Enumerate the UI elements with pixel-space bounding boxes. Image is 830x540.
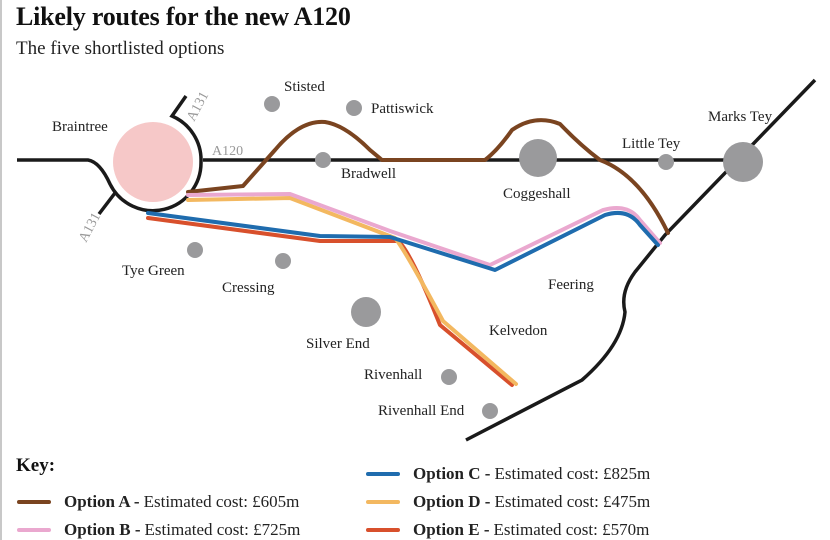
- route-option-a: [186, 118, 670, 235]
- little-tey-dot: [658, 154, 674, 170]
- rivenhall-end-dot: [482, 403, 498, 419]
- page-title: Likely routes for the new A120: [16, 2, 351, 31]
- marks-tey-dot: [723, 142, 763, 182]
- key-item-option-e: Option E - Estimated cost: £570m: [366, 520, 649, 540]
- a131-north-label: A131: [184, 89, 212, 124]
- key-option-name: Option A -: [64, 492, 140, 511]
- braintree-label: Braintree: [52, 119, 108, 135]
- option-b-swatch: [17, 528, 51, 532]
- route-map: A120 A131 A131 Braintree Stisted Pattisw…: [17, 78, 817, 442]
- subtitle: The five shortlisted options: [16, 38, 225, 59]
- a12-road: [465, 78, 817, 442]
- key-item-option-a: Option A - Estimated cost: £605m: [17, 492, 299, 512]
- option-c-swatch: [366, 472, 400, 476]
- braintree-area: [113, 122, 193, 202]
- route-option-c: [146, 211, 660, 272]
- stisted-label: Stisted: [284, 79, 325, 95]
- key-option-desc: Estimated cost: £725m: [144, 520, 301, 539]
- kelvedon-label: Kelvedon: [489, 323, 548, 339]
- option-e-swatch: [366, 528, 400, 532]
- cressing-dot: [275, 253, 291, 269]
- key-item-option-b: Option B - Estimated cost: £725m: [17, 520, 300, 540]
- pattiswick-label: Pattiswick: [371, 101, 434, 117]
- key-option-name: Option C -: [413, 464, 491, 483]
- key-title: Key:: [16, 455, 56, 476]
- coggeshall-dot: [519, 139, 557, 177]
- rivenhall-label: Rivenhall: [364, 367, 422, 383]
- silver-end-dot: [351, 297, 381, 327]
- key-item-option-c: Option C - Estimated cost: £825m: [366, 464, 650, 484]
- route-option-b: [186, 192, 662, 267]
- a131-ring-road: [17, 94, 203, 213]
- route-option-e: [146, 216, 514, 387]
- stisted-dot: [264, 96, 280, 112]
- key-option-name: Option D -: [413, 492, 491, 511]
- a131-south-label: A131: [76, 210, 104, 245]
- feering-label: Feering: [548, 277, 594, 293]
- a120-label: A120: [212, 144, 243, 159]
- option-d-swatch: [366, 500, 400, 504]
- bradwell-dot: [315, 152, 331, 168]
- key-item-option-d: Option D - Estimated cost: £475m: [366, 492, 650, 512]
- rivenhall-end-label: Rivenhall End: [378, 403, 465, 419]
- coggeshall-label: Coggeshall: [503, 186, 571, 202]
- key-option-desc: Estimated cost: £825m: [494, 464, 651, 483]
- key-option-name: Option E -: [413, 520, 490, 539]
- tye-green-dot: [187, 242, 203, 258]
- pattiswick-dot: [346, 100, 362, 116]
- key-option-name: Option B -: [64, 520, 141, 539]
- silver-end-label: Silver End: [306, 336, 370, 352]
- key-option-desc: Estimated cost: £605m: [143, 492, 300, 511]
- rivenhall-dot: [441, 369, 457, 385]
- key-option-desc: Estimated cost: £570m: [493, 520, 650, 539]
- key-option-desc: Estimated cost: £475m: [494, 492, 651, 511]
- marks-tey-label: Marks Tey: [708, 109, 773, 125]
- little-tey-label: Little Tey: [622, 136, 681, 152]
- option-a-swatch: [17, 500, 51, 504]
- cressing-label: Cressing: [222, 280, 275, 296]
- tye-green-label: Tye Green: [122, 263, 185, 279]
- bradwell-label: Bradwell: [341, 166, 396, 182]
- a131-south-road: [97, 191, 117, 216]
